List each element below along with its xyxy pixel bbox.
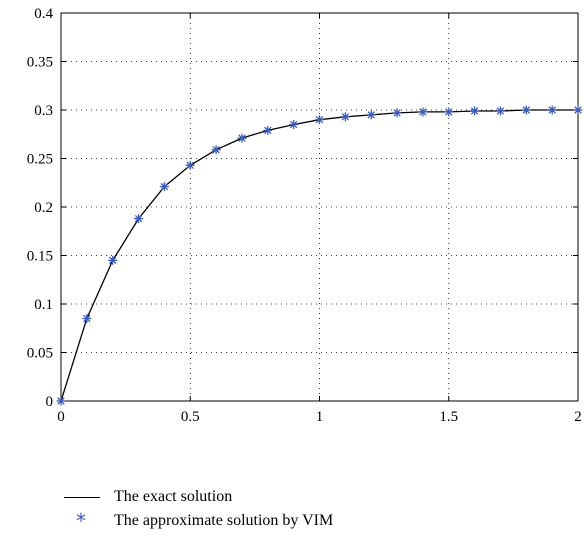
- vim-point: [366, 110, 376, 120]
- x-tick-label: 0.5: [181, 409, 200, 425]
- vim-point: [444, 107, 454, 117]
- vim-point: [134, 214, 144, 224]
- x-tick-labels: 0 0.5 1 1.5 2: [57, 409, 582, 425]
- legend-label: The exact solution: [114, 488, 233, 505]
- y-tick-label: 0.25: [27, 152, 53, 168]
- y-tick-label: 0.4: [34, 6, 53, 22]
- y-tick-label: 0: [46, 394, 54, 410]
- x-tick-label: 1: [316, 409, 324, 425]
- vim-point: [547, 105, 557, 115]
- y-tick-label: 0.35: [27, 55, 53, 71]
- vim-point: [315, 115, 324, 125]
- line-swatch-icon: [62, 487, 106, 507]
- x-tick-label: 1.5: [439, 409, 458, 425]
- grid-lines: [61, 13, 578, 401]
- y-tick-label: 0.05: [27, 346, 53, 362]
- plot-frame: [60, 12, 579, 402]
- vim-point: [185, 160, 195, 170]
- vim-point: [573, 105, 583, 115]
- vim-point: [108, 255, 118, 265]
- star-marker-icon: *: [76, 509, 86, 533]
- vim-point: [340, 112, 350, 122]
- vim-markers: [56, 105, 583, 406]
- solution-chart: 0 0.5 1 1.5 2 0 0.05 0.1 0.15 0.2 0.25 0.3 0.35 0.4: [27, 6, 583, 425]
- vim-point: [289, 120, 299, 130]
- x-tick-label: 2: [574, 409, 582, 425]
- y-tick-labels: 0 0.05 0.1 0.15 0.2 0.25 0.3 0.35 0.4: [27, 6, 54, 410]
- legend-item-exact: The exact solution: [62, 485, 333, 509]
- vim-point: [521, 105, 531, 115]
- y-tick-label: 0.1: [34, 297, 53, 313]
- y-tick-label: 0.15: [27, 249, 53, 265]
- y-tick-label: 0.3: [34, 103, 53, 119]
- vim-point: [56, 396, 66, 406]
- axis-ticks: [60, 12, 579, 402]
- legend: The exact solution * The approximate sol…: [62, 485, 333, 533]
- legend-item-vim: * The approximate solution by VIM: [62, 509, 333, 533]
- vim-point: [392, 108, 402, 118]
- vim-point: [82, 314, 92, 324]
- vim-point: [263, 125, 273, 135]
- x-tick-label: 0: [57, 409, 65, 425]
- y-tick-label: 0.2: [34, 200, 53, 216]
- vim-point: [211, 145, 221, 155]
- legend-label: The approximate solution by VIM: [114, 512, 334, 529]
- vim-point: [470, 106, 480, 116]
- vim-point: [159, 182, 169, 192]
- vim-point: [495, 106, 505, 116]
- vim-point: [418, 107, 428, 117]
- vim-point: [237, 133, 247, 143]
